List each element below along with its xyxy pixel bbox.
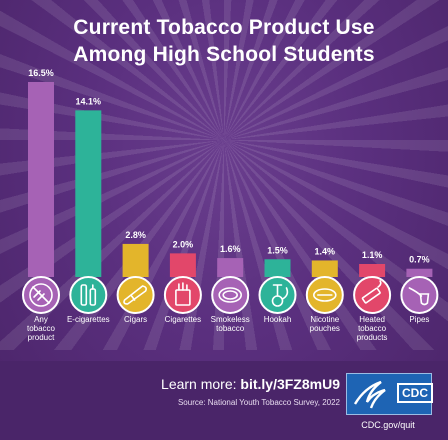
category-label: Hookah bbox=[264, 315, 292, 324]
chart-title: Current Tobacco Product Use Among High S… bbox=[0, 14, 448, 68]
learn-more-link[interactable]: bit.ly/3FZ8mU9 bbox=[240, 376, 340, 392]
bar bbox=[406, 268, 433, 277]
value-label: 2.8% bbox=[125, 230, 146, 240]
learn-more-prefix: Learn more: bbox=[161, 376, 241, 392]
source-note: Source: National Youth Tobacco Survey, 2… bbox=[177, 398, 340, 407]
bar-chart: 16.5% Any tobacco product 14.1% E-cigarettes 2… bbox=[23, 68, 438, 342]
bar bbox=[75, 110, 102, 277]
bar bbox=[28, 82, 54, 277]
category-label: Heated tobacco products bbox=[357, 315, 388, 342]
value-label: 2.0% bbox=[173, 239, 194, 249]
category-label: Any tobacco product bbox=[27, 315, 56, 342]
cigarette-pack-icon bbox=[163, 276, 202, 314]
category-label: Nicotine pouches bbox=[310, 315, 340, 333]
e-cigarette-icon bbox=[69, 276, 108, 314]
bar bbox=[122, 243, 149, 277]
cigar-icon bbox=[116, 276, 155, 314]
bar bbox=[169, 253, 196, 277]
value-label: 0.7% bbox=[409, 255, 430, 265]
category-label: E-cigarettes bbox=[67, 315, 110, 324]
bar bbox=[217, 258, 244, 277]
value-label: 1.5% bbox=[267, 245, 288, 255]
cdc-url[interactable]: CDC.gov/quit bbox=[361, 420, 415, 430]
title-line-1: Current Tobacco Product Use bbox=[73, 16, 375, 39]
category-label: Cigarettes bbox=[165, 315, 201, 324]
cdc-logo-text: CDC bbox=[397, 383, 433, 403]
learn-more-text: Learn more: bit.ly/3FZ8mU9 bbox=[0, 376, 340, 392]
icon-glyph bbox=[123, 285, 147, 305]
value-label: 1.1% bbox=[362, 250, 383, 260]
icon-glyph bbox=[312, 288, 337, 302]
icon-glyph bbox=[408, 287, 430, 306]
category-label: Pipes bbox=[409, 315, 429, 324]
value-label: 16.5% bbox=[28, 68, 54, 78]
value-label: 1.6% bbox=[220, 244, 241, 254]
category-label: Smokeless tobacco bbox=[211, 315, 250, 333]
icon-glyph bbox=[29, 283, 53, 307]
bar bbox=[311, 260, 338, 277]
bar bbox=[359, 264, 386, 277]
value-label: 1.4% bbox=[315, 246, 336, 256]
icon-glyph bbox=[80, 284, 97, 306]
bar bbox=[264, 259, 291, 277]
hhs-eagle-icon bbox=[353, 380, 386, 409]
icon-glyph bbox=[218, 287, 242, 303]
icon-glyph bbox=[175, 282, 191, 306]
icon-glyph bbox=[361, 280, 382, 304]
title-line-2: Among High School Students bbox=[73, 43, 375, 66]
value-label: 14.1% bbox=[76, 96, 102, 106]
category-label: Cigars bbox=[124, 315, 147, 324]
tin-icon bbox=[211, 276, 250, 314]
icon-glyph bbox=[271, 284, 289, 307]
heated-tobacco-icon bbox=[353, 276, 392, 314]
